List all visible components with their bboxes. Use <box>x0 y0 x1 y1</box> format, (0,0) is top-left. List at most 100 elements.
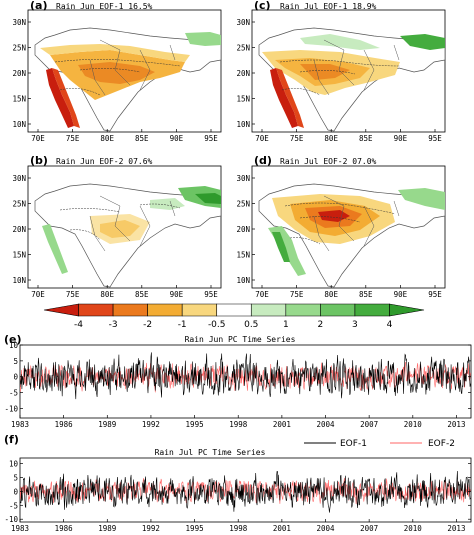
panel-letter: (b) <box>30 154 48 167</box>
colorbar-swatch <box>78 303 114 317</box>
map-lat-label: 20N <box>236 69 250 78</box>
y-tick-label: 5 <box>13 357 18 366</box>
legend-label-eof2: EOF-2 <box>428 439 455 449</box>
anomaly-mid <box>300 64 350 80</box>
map-lon-label: 95E <box>428 290 442 299</box>
colorbar-label: 4 <box>387 320 393 330</box>
map-lon-label: 90E <box>170 134 184 143</box>
x-tick-label: 2004 <box>316 524 335 533</box>
map-lat-label: 15N <box>12 251 26 260</box>
panel-title: Rain Jun EOF-1 16.5% <box>56 2 153 11</box>
anomaly-west-coast-green <box>42 224 68 274</box>
legend-label-eof1: EOF-1 <box>340 439 367 449</box>
map-lon-label: 70E <box>255 290 269 299</box>
colorbar-swatch <box>43 303 79 317</box>
y-tick-label: 10 <box>9 460 19 469</box>
y-tick-label: 10 <box>9 341 19 350</box>
map-lat-label: 20N <box>236 225 250 234</box>
anomaly-green-north <box>300 34 380 50</box>
x-tick-label: 1995 <box>186 524 204 533</box>
map-lon-label: 80E <box>100 134 114 143</box>
colorbar-label: 2 <box>317 320 323 330</box>
contours <box>279 59 401 96</box>
map-lat-label: 15N <box>236 251 250 260</box>
x-tick-label: 1998 <box>229 524 248 533</box>
map-lon-label: 90E <box>394 134 408 143</box>
x-tick-label: 1995 <box>186 420 204 429</box>
colorbar-swatch <box>389 303 425 317</box>
map-lon-label: 75E <box>290 290 304 299</box>
colorbar-swatch <box>181 303 218 317</box>
y-tick-label: -5 <box>9 389 18 398</box>
map-lat-label: 15N <box>12 95 26 104</box>
map-panel-d: (d) Rain Jul EOF-2 07.0% <box>251 154 446 289</box>
map-lon-label: 70E <box>31 290 45 299</box>
colorbar-label: 0.5 <box>244 320 258 330</box>
borders <box>313 195 400 252</box>
map-lon-label: 85E <box>359 134 373 143</box>
borders <box>89 39 176 96</box>
colorbar-label: 3 <box>352 320 358 330</box>
x-tick-label: 2010 <box>404 524 423 533</box>
map-panel-b: (b) Rain Jun EOF-2 07.6% <box>27 154 222 289</box>
ts-panel-f: (f) Rain Jul PC Time Series EOF-1 EOF-2 … <box>4 433 472 533</box>
x-tick-label: 1983 <box>11 420 29 429</box>
map-lon-label: 75E <box>290 134 304 143</box>
anomaly-green-west-dark <box>272 232 290 262</box>
panel-title: Rain Jul EOF-2 07.0% <box>280 157 377 166</box>
x-tick-label: 2007 <box>360 524 378 533</box>
panel-letter: (d) <box>254 154 272 167</box>
x-tick-label: 2010 <box>404 420 423 429</box>
colorbar-label: 1 <box>283 320 289 330</box>
map-lat-label: 25N <box>236 200 250 209</box>
anomaly-west-coast-orange <box>276 68 304 128</box>
x-tick-label: 1986 <box>55 524 74 533</box>
map-lon-label: 85E <box>135 290 149 299</box>
y-tick-label: -10 <box>4 515 18 524</box>
colorbar: -4 -3 -2 -1 -0.5 0.5 1 2 3 4 <box>43 303 425 330</box>
map-lon-label: 75E <box>66 290 80 299</box>
map-lat-label: 10N <box>236 120 250 129</box>
x-tick-label: 2001 <box>273 524 291 533</box>
x-tick-label: 2007 <box>360 420 378 429</box>
ts-title: Rain Jul PC Time Series <box>155 448 266 457</box>
anomaly-west-coast-orange <box>52 68 80 128</box>
map-lon-label: 90E <box>394 290 408 299</box>
borders <box>313 39 400 96</box>
x-tick-label: 1992 <box>142 420 160 429</box>
map-lat-label: 30N <box>12 18 26 27</box>
contours <box>284 202 396 245</box>
map-lon-label: 95E <box>204 134 218 143</box>
ts-panel-e: (e) Rain Jun PC Time Series 1983 1986 1989… <box>4 333 472 429</box>
series-eof1-line <box>20 470 471 513</box>
anomaly-light-central <box>90 214 150 244</box>
borders <box>89 195 176 252</box>
anomaly-west-coast-red <box>270 68 298 128</box>
map-lat-label: 20N <box>12 69 26 78</box>
colorbar-swatch <box>216 303 252 317</box>
map-lat-label: 25N <box>12 200 26 209</box>
colorbar-swatch <box>250 303 287 317</box>
panel-title: Rain Jul EOF-1 18.9% <box>280 2 377 11</box>
map-panel-c: (c) Rain Jul EOF-1 18.9% <box>251 0 446 133</box>
panel-letter: (f) <box>4 433 19 446</box>
map-panel-a: (a) Rain Jun EOF-1 16.5% <box>27 0 222 133</box>
map-lon-label: 95E <box>204 290 218 299</box>
x-tick-label: 1998 <box>229 420 248 429</box>
colorbar-swatch <box>285 303 321 317</box>
panel-letter: (c) <box>254 0 271 12</box>
series-eof2-line <box>20 477 471 505</box>
x-tick-label: 1989 <box>98 524 116 533</box>
colorbar-swatch <box>320 303 356 317</box>
map-lon-label: 80E <box>324 290 338 299</box>
anomaly-green-ne <box>398 188 445 210</box>
map-lon-label: 90E <box>170 290 184 299</box>
colorbar-label: -0.5 <box>208 320 226 330</box>
anomaly-green-ne-dark <box>195 193 221 204</box>
map-lat-label: 25N <box>12 44 26 53</box>
map-lon-label: 80E <box>100 290 114 299</box>
panel-letter: (a) <box>30 0 47 12</box>
map-lon-label: 70E <box>31 134 45 143</box>
anomaly-mid <box>78 62 155 84</box>
